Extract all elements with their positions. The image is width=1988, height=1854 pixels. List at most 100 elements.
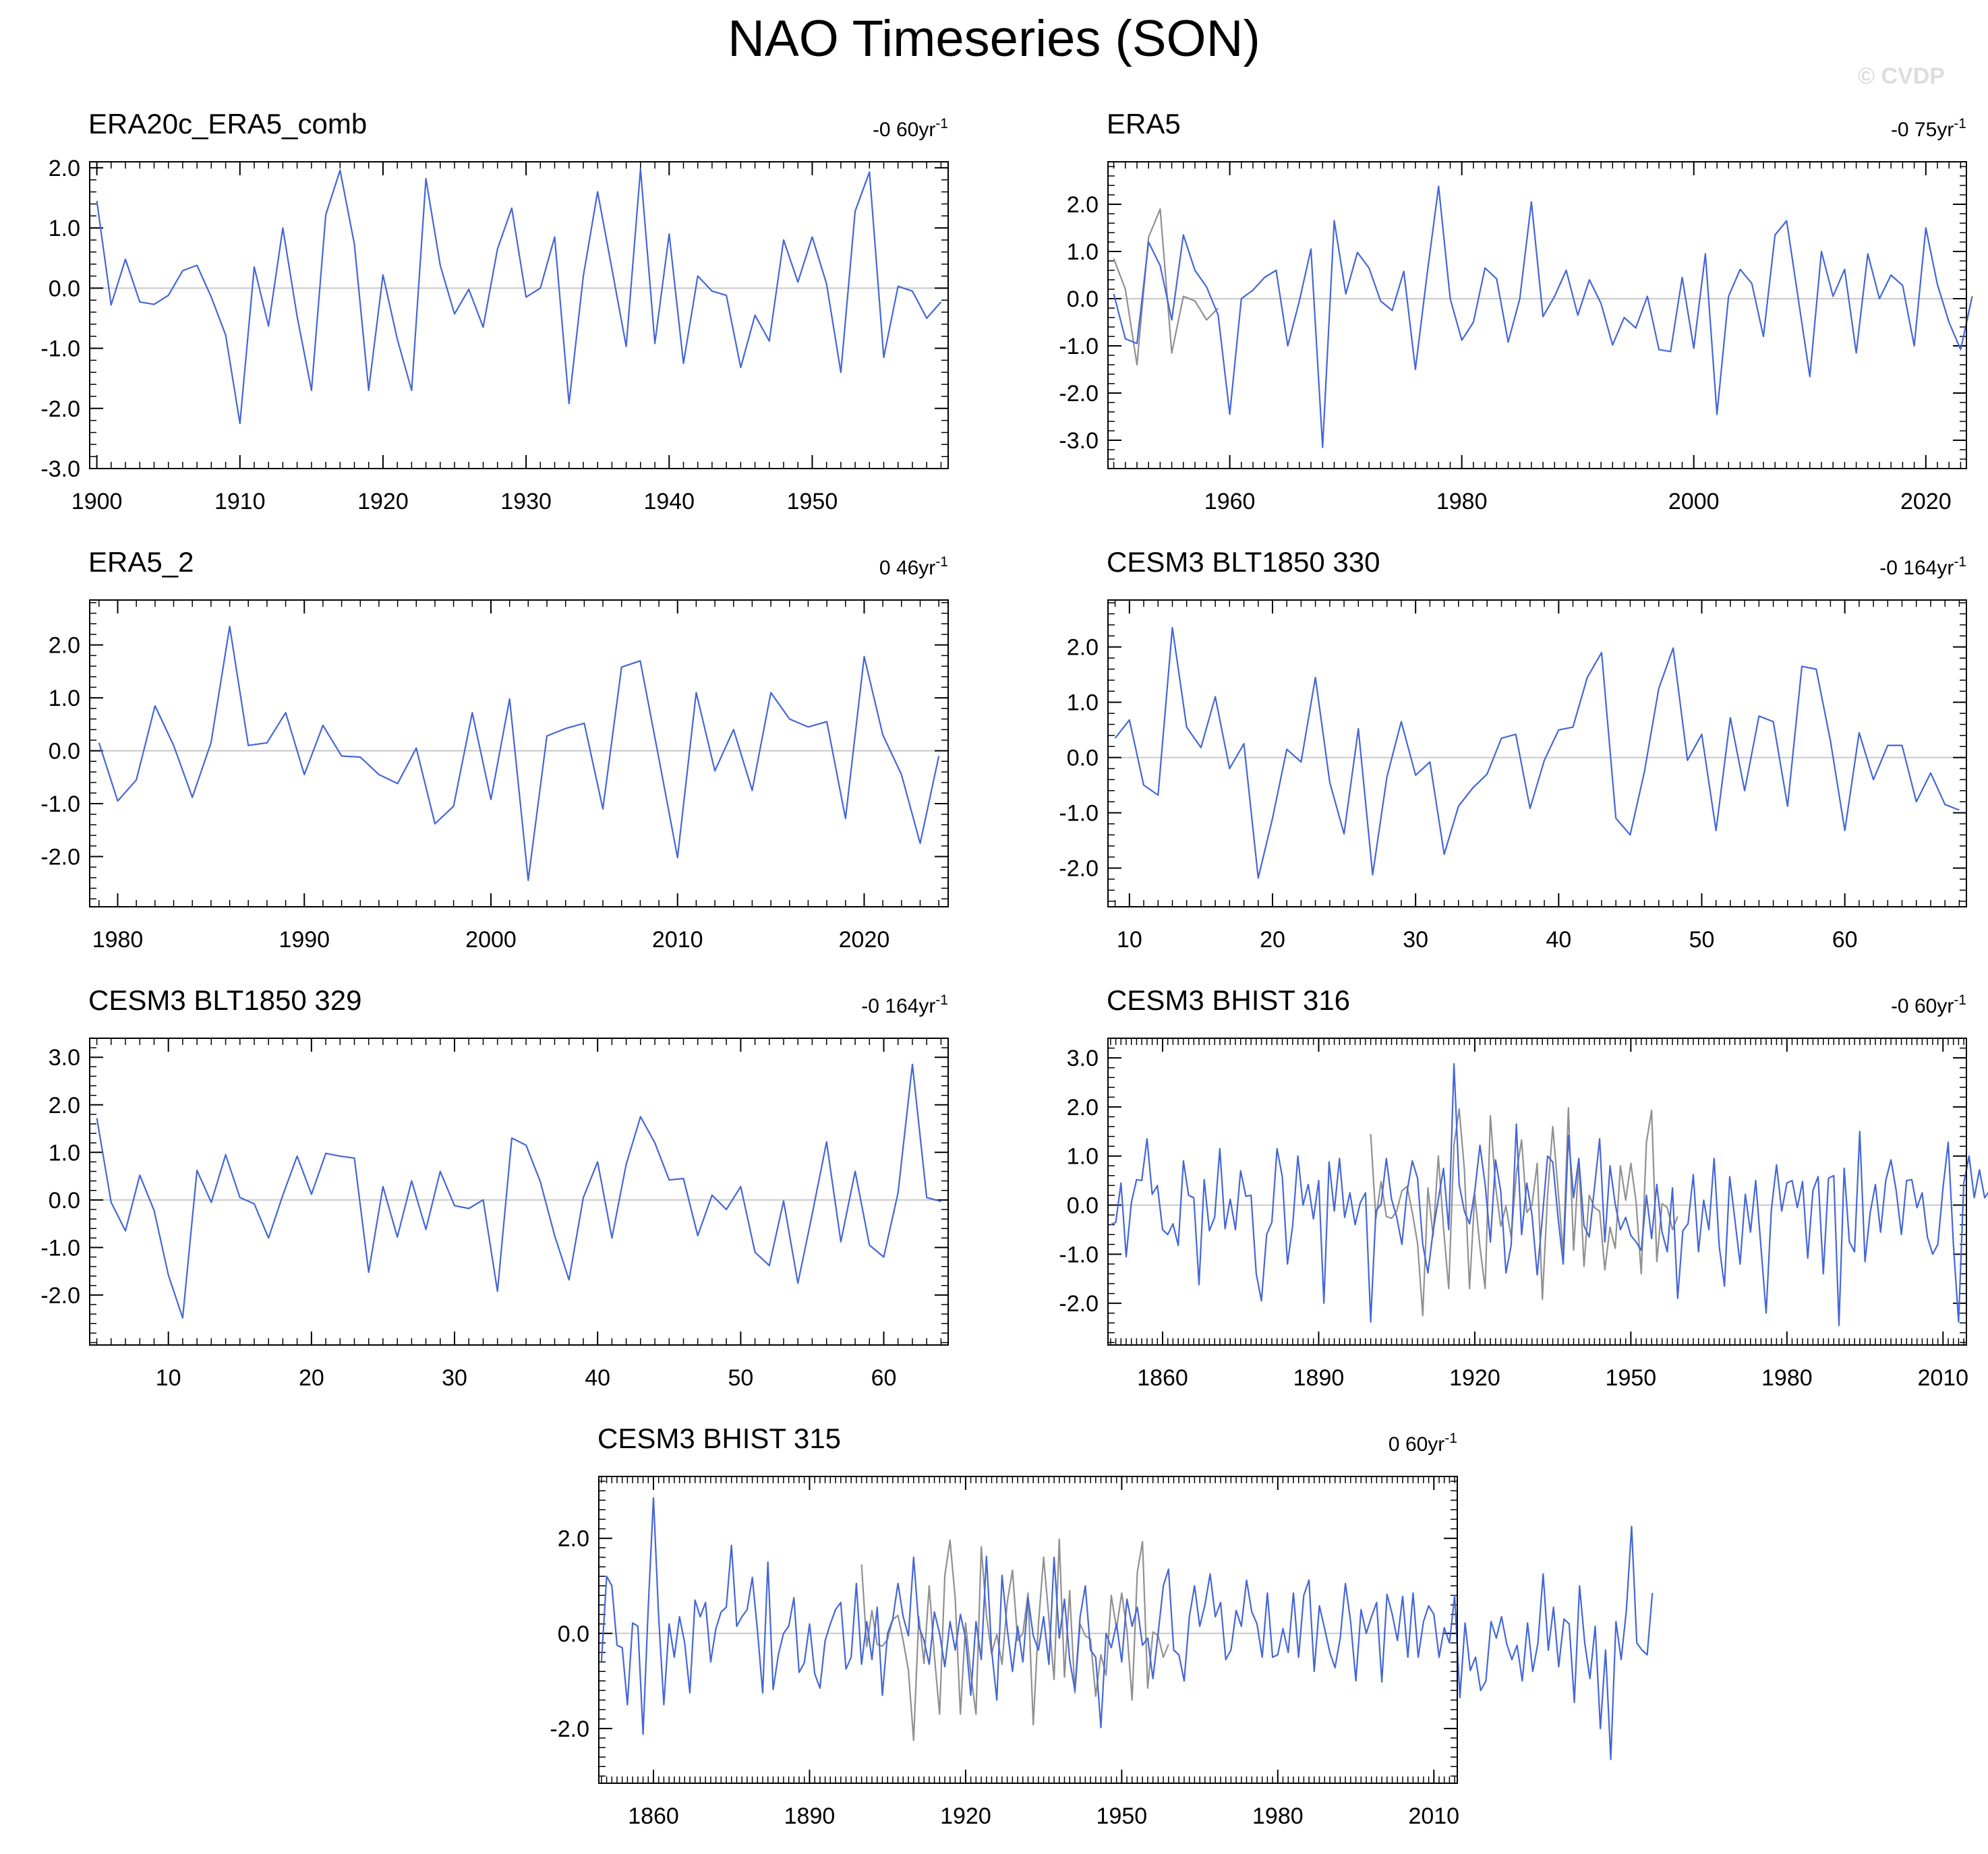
y-tick-label: -1.0 bbox=[1059, 334, 1099, 359]
x-tick-label: 1950 bbox=[1097, 1803, 1148, 1829]
y-tick-label: -1.0 bbox=[40, 791, 80, 817]
nao-panel-7: CESM3 BHIST 315 0 60yr-1 1860 1890 1920 1950 1… bbox=[550, 1423, 1654, 1829]
trend-label: -0 164yr-1 bbox=[1879, 554, 1966, 579]
x-tick-label: 2020 bbox=[1900, 489, 1952, 514]
x-tick-label: 2000 bbox=[1668, 489, 1720, 514]
x-tick-label: 30 bbox=[442, 1365, 467, 1391]
x-tick-label: 1920 bbox=[357, 489, 409, 514]
panel-title: ERA20c_ERA5_comb bbox=[88, 108, 367, 140]
overlay-series-line bbox=[1370, 1107, 1678, 1317]
x-tick-label: 1980 bbox=[1436, 489, 1488, 514]
nao-series-line bbox=[1114, 626, 1960, 879]
y-tick-label: 3.0 bbox=[49, 1045, 80, 1071]
panel-title: ERA5_2 bbox=[88, 546, 194, 578]
x-tick-label: 40 bbox=[585, 1365, 610, 1391]
nao-series-line bbox=[600, 1497, 1654, 1760]
x-tick-label: 1990 bbox=[279, 927, 330, 953]
y-tick-label: 1.0 bbox=[49, 1140, 80, 1166]
nao-series-line bbox=[96, 1063, 941, 1319]
y-tick-label: 2.0 bbox=[49, 156, 80, 181]
x-tick-label: 1890 bbox=[784, 1803, 836, 1829]
x-tick-label: 50 bbox=[728, 1365, 753, 1391]
y-tick-label: 2.0 bbox=[1067, 635, 1099, 661]
nao-series-line bbox=[98, 626, 940, 881]
trend-label: -0 60yr-1 bbox=[1891, 992, 1966, 1017]
y-tick-label: 2.0 bbox=[1067, 192, 1099, 218]
x-tick-label: 2010 bbox=[652, 927, 703, 953]
y-tick-label: -2.0 bbox=[40, 1283, 80, 1309]
nao-panel-2: ERA5 -0 75yr-1 1960 1980 2000 2020 -3.0 -2.0 -1.… bbox=[1059, 108, 1973, 514]
minor-ticks bbox=[90, 600, 948, 907]
y-tick-label: -3.0 bbox=[1059, 428, 1099, 454]
minor-ticks bbox=[1108, 162, 1966, 469]
x-tick-label: 1860 bbox=[1137, 1365, 1188, 1391]
y-tick-label: 0.0 bbox=[1067, 746, 1099, 771]
y-tick-label: 1.0 bbox=[49, 686, 80, 711]
nao-panel-4: CESM3 BLT1850 330 -0 164yr-1 10 20 30 40 50 60 -… bbox=[1059, 546, 1967, 953]
nao-panel-1: ERA20c_ERA5_comb -0 60yr-1 1900 1910 1920 193… bbox=[40, 108, 949, 514]
plot-frame bbox=[89, 161, 949, 469]
panel-title: ERA5 bbox=[1107, 108, 1181, 140]
plot-frame bbox=[89, 599, 949, 907]
x-tick-label: 2020 bbox=[839, 927, 890, 953]
nao-series-line bbox=[1113, 185, 1973, 448]
nao-panel-5: CESM3 BLT1850 329 -0 164yr-1 10 20 30 40 50 60 -… bbox=[40, 984, 949, 1391]
trend-label: 0 46yr-1 bbox=[879, 554, 948, 579]
trend-label: -0 60yr-1 bbox=[873, 116, 948, 141]
panel-title: CESM3 BLT1850 330 bbox=[1107, 546, 1380, 578]
x-tick-label: 10 bbox=[156, 1365, 181, 1391]
y-tick-label: -1.0 bbox=[40, 1235, 80, 1261]
trend-label: -0 75yr-1 bbox=[1891, 116, 1966, 141]
y-tick-label: -1.0 bbox=[40, 336, 80, 362]
y-tick-label: 3.0 bbox=[1067, 1046, 1099, 1071]
panel-title: CESM3 BLT1850 329 bbox=[88, 984, 361, 1016]
x-tick-label: 1940 bbox=[643, 489, 695, 514]
panel-title: CESM3 BHIST 315 bbox=[597, 1423, 841, 1454]
y-tick-label: -3.0 bbox=[40, 456, 80, 482]
x-tick-label: 2010 bbox=[1408, 1803, 1459, 1829]
y-tick-label: -2.0 bbox=[1059, 856, 1099, 882]
plot-frame bbox=[89, 1038, 949, 1346]
x-tick-label: 1930 bbox=[500, 489, 552, 514]
plot-frame bbox=[598, 1476, 1458, 1784]
y-tick-label: -1.0 bbox=[1059, 801, 1099, 827]
nao-panel-3: ERA5_2 0 46yr-1 1980 1990 2000 2010 2020 -2.0 -1… bbox=[40, 546, 949, 953]
x-tick-label: 1980 bbox=[92, 927, 144, 953]
x-tick-label: 1980 bbox=[1252, 1803, 1304, 1829]
y-tick-label: -2.0 bbox=[40, 844, 80, 870]
y-tick-label: 1.0 bbox=[49, 216, 80, 241]
y-tick-label: 0.0 bbox=[1067, 1193, 1099, 1219]
y-tick-label: 0.0 bbox=[1067, 287, 1099, 312]
x-tick-label: 30 bbox=[1403, 927, 1428, 953]
y-tick-label: -2.0 bbox=[550, 1716, 589, 1742]
x-tick-label: 1910 bbox=[214, 489, 266, 514]
x-tick-label: 1950 bbox=[1606, 1365, 1657, 1391]
x-tick-label: 10 bbox=[1117, 927, 1142, 953]
x-tick-label: 1900 bbox=[71, 489, 123, 514]
trend-label: 0 60yr-1 bbox=[1388, 1431, 1457, 1456]
y-tick-label: 0.0 bbox=[558, 1621, 589, 1647]
y-tick-label: 1.0 bbox=[1067, 1144, 1099, 1170]
x-tick-label: 40 bbox=[1546, 927, 1571, 953]
y-tick-label: -2.0 bbox=[1059, 1291, 1099, 1317]
minor-ticks bbox=[1108, 600, 1966, 907]
minor-ticks bbox=[599, 1476, 1457, 1783]
nao-series-line bbox=[1110, 1063, 1988, 1327]
minor-ticks bbox=[1108, 1038, 1966, 1345]
y-tick-label: 0.0 bbox=[49, 739, 80, 765]
plot-frame bbox=[1107, 161, 1967, 469]
panel-title: CESM3 BHIST 316 bbox=[1107, 984, 1350, 1016]
x-tick-label: 60 bbox=[1832, 927, 1858, 953]
y-tick-label: 2.0 bbox=[1067, 1095, 1099, 1120]
plot-frame bbox=[1107, 599, 1967, 907]
nao-series-line bbox=[96, 168, 942, 425]
minor-ticks bbox=[90, 1038, 948, 1345]
x-tick-label: 50 bbox=[1689, 927, 1715, 953]
x-tick-label: 1960 bbox=[1204, 489, 1256, 514]
x-tick-label: 1920 bbox=[940, 1803, 991, 1829]
x-tick-label: 1950 bbox=[787, 489, 838, 514]
x-tick-label: 1980 bbox=[1761, 1365, 1813, 1391]
y-tick-label: 0.0 bbox=[49, 276, 80, 301]
y-tick-label: 1.0 bbox=[1067, 239, 1099, 265]
